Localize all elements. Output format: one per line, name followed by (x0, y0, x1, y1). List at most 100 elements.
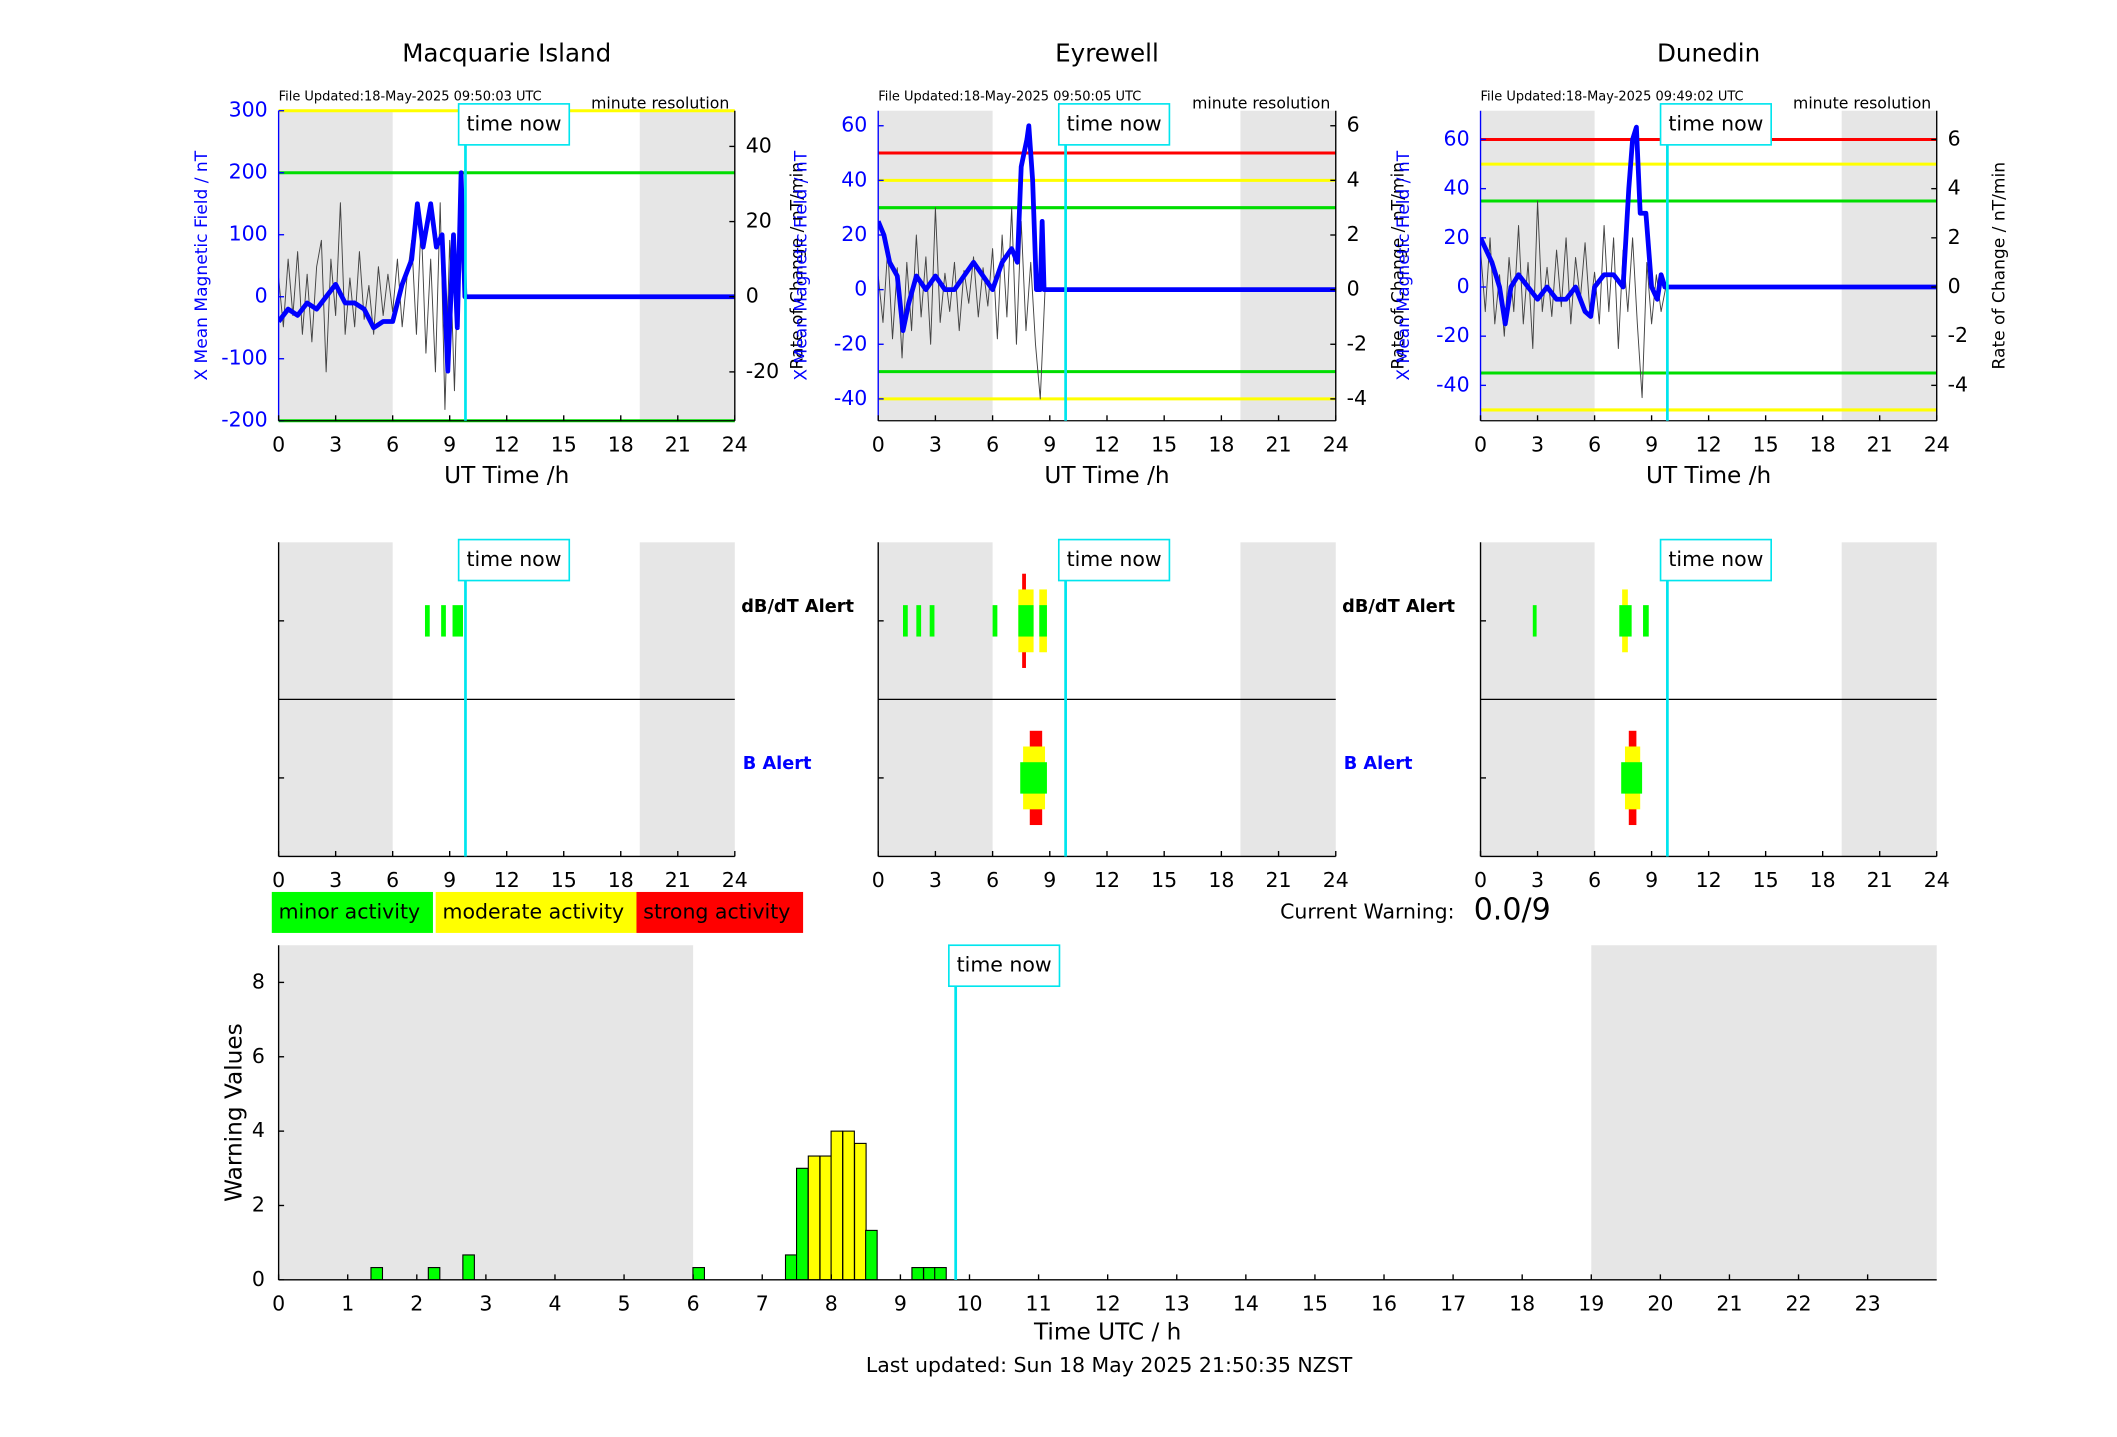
y2-tick-label: 20 (746, 209, 772, 233)
y-tick-label: -40 (834, 386, 867, 410)
x-tick-label: 21 (1266, 432, 1292, 456)
time-now-box (948, 944, 1061, 988)
x-tick-label: 12 (494, 432, 520, 456)
time-now-label: time now (1067, 111, 1162, 135)
warning-bar (370, 1267, 384, 1281)
y-axis-label: X Mean Magnetic Field / nT (1394, 150, 1414, 380)
y-tick-label: 40 (841, 167, 867, 191)
time-now-box (457, 103, 571, 146)
warning-bar (842, 1130, 855, 1281)
y2-axis-label: Rate of Change / nT/min (1990, 162, 2010, 370)
footer: Last updated: Sun 18 May 2025 21:50:35 N… (866, 1353, 1353, 1377)
legend-swatch (636, 891, 804, 933)
file-updated: File Updated:18-May-2025 09:50:03 UTC (279, 90, 542, 105)
x-tick-label: 14 (1233, 1291, 1259, 1315)
warning-bar (934, 1267, 947, 1281)
x-tick-label: 24 (1323, 868, 1349, 892)
legend-swatch (271, 891, 433, 933)
y-tick-label: 20 (841, 222, 867, 246)
x-tick-label: 15 (551, 432, 577, 456)
y-axis-label: Warning Values (220, 1023, 247, 1202)
y2-tick-label: -4 (1948, 372, 1968, 396)
current-warning-value: 0.0/9 (1474, 893, 1551, 928)
x-tick-label: 3 (1531, 868, 1544, 892)
time-now-box (1659, 538, 1772, 582)
time-now-label: time now (466, 547, 561, 571)
y-tick-label: 300 (229, 98, 268, 122)
x-tick-label: 21 (1266, 868, 1292, 892)
x-tick-label: 11 (1026, 1291, 1052, 1315)
night-shade (1841, 110, 1937, 421)
resolution: minute resolution (1793, 93, 1931, 112)
y-tick-label: 200 (229, 160, 268, 184)
x-tick-label: 0 (1474, 432, 1487, 456)
x-tick-label: 21 (1716, 1291, 1742, 1315)
x-tick-label: 3 (329, 432, 342, 456)
y-tick-label: -100 (221, 346, 267, 370)
y-tick-label: -40 (1436, 372, 1469, 396)
x-tick-label: 23 (1855, 1291, 1881, 1315)
warning-bar (854, 1142, 867, 1281)
x-tick-label: 18 (1810, 868, 1836, 892)
x-tick-label: 9 (443, 868, 456, 892)
alert-bar (1643, 605, 1649, 637)
alert-bar (1619, 605, 1632, 637)
y-tick-label: 8 (252, 969, 265, 993)
time-now-box (457, 538, 571, 582)
y2-tick-label: -2 (1948, 323, 1968, 347)
x-tick-label: 21 (1867, 432, 1893, 456)
x-tick-label: 24 (722, 432, 748, 456)
night-shade (278, 945, 694, 1280)
x-tick-label: 21 (665, 432, 691, 456)
y-tick-label: 60 (1444, 126, 1470, 150)
dbdt-alert-label: dB/dT Alert (741, 597, 854, 617)
y-tick-label: 4 (252, 1118, 265, 1142)
y2-tick-label: -20 (746, 359, 779, 383)
warning-bar (462, 1254, 475, 1281)
x-axis-label: UT Time /h (1646, 462, 1771, 489)
y-tick-label: 6 (252, 1044, 265, 1068)
x-tick-label: 18 (1810, 432, 1836, 456)
y-tick-label: 2 (252, 1192, 265, 1216)
x-tick-label: 12 (494, 868, 520, 892)
x-tick-label: 22 (1786, 1291, 1812, 1315)
x-tick-label: 12 (1095, 1291, 1121, 1315)
time-now-label: time now (1668, 547, 1763, 571)
legend-label: strong activity (643, 899, 790, 923)
alert-bar (1039, 605, 1047, 637)
x-tick-label: 15 (1753, 868, 1779, 892)
y2-axis-label: Rate of Change / nT/min (1389, 162, 1409, 369)
x-tick-label: 18 (1208, 868, 1234, 892)
y-tick-label: 0 (854, 277, 867, 301)
current-warning-label: Current Warning: (1280, 899, 1454, 923)
x-tick-label: 0 (272, 1291, 285, 1315)
x-tick-label: 18 (1208, 432, 1234, 456)
alert-bar (1532, 605, 1537, 637)
x-tick-label: 19 (1578, 1291, 1604, 1315)
time-now-label: time now (1668, 111, 1763, 135)
legend-swatch (435, 891, 637, 933)
x-tick-label: 24 (722, 868, 748, 892)
x-tick-label: 7 (756, 1291, 769, 1315)
x-tick-label: 3 (929, 432, 942, 456)
alert-bar (424, 605, 430, 637)
x-tick-label: 6 (1588, 868, 1601, 892)
y2-tick-label: 6 (1347, 113, 1360, 137)
y2-tick-label: 4 (1347, 167, 1360, 191)
y2-tick-label: 0 (1347, 277, 1360, 301)
warning-bar (807, 1155, 821, 1281)
field-line (1480, 124, 1937, 327)
y2-tick-label: 2 (1347, 222, 1360, 246)
night-shade (1480, 110, 1595, 421)
field-line (878, 123, 1336, 334)
x-tick-label: 15 (1753, 432, 1779, 456)
legend-label: minor activity (279, 899, 421, 923)
x-tick-label: 18 (1509, 1291, 1535, 1315)
alert-bar (1018, 605, 1034, 637)
time-now-label: time now (957, 953, 1052, 977)
warning-bar (923, 1267, 936, 1281)
x-tick-label: 17 (1440, 1291, 1466, 1315)
warning-bar (819, 1155, 833, 1281)
night-shade (639, 110, 735, 421)
